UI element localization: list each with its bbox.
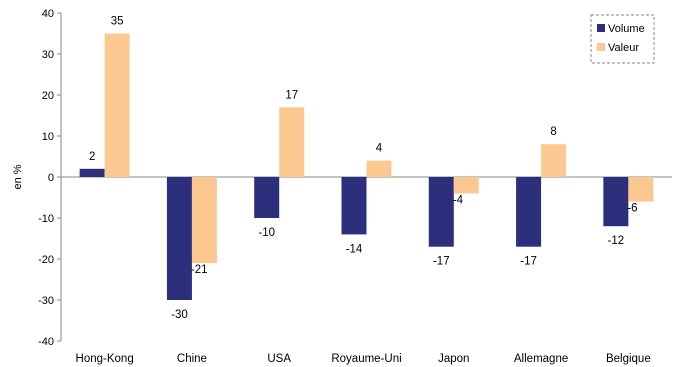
data-label: -21: [191, 264, 208, 276]
data-label: 17: [285, 89, 298, 101]
data-label: 8: [550, 126, 556, 138]
data-label: -30: [171, 309, 188, 321]
data-label: -14: [346, 243, 363, 255]
legend-swatch-valeur: [597, 43, 605, 51]
y-tick-label: 40: [42, 8, 54, 20]
legend-swatch-volume: [597, 24, 605, 32]
y-tick-label: -20: [38, 254, 54, 266]
legend-label-volume: Volume: [608, 23, 645, 35]
bar-valeur: [453, 177, 479, 194]
x-tick-label: Royaume-Uni: [331, 353, 401, 365]
y-tick-label: -40: [38, 336, 54, 348]
bar-valeur: [541, 144, 567, 177]
data-label: -17: [520, 256, 537, 268]
bar-volume: [79, 168, 105, 177]
x-tick-label: Allemagne: [514, 353, 568, 365]
x-tick-label: Chine: [177, 353, 207, 365]
y-tick-label: -10: [38, 213, 54, 225]
x-tick-label: USA: [267, 353, 291, 365]
data-label: -12: [608, 235, 625, 247]
y-tick-label: 0: [48, 172, 54, 184]
x-tick-label: Hong-Kong: [76, 353, 134, 365]
data-label: 2: [89, 151, 95, 163]
bar-volume: [254, 177, 280, 218]
bar-valeur: [279, 107, 305, 177]
y-axis-label: en %: [12, 164, 24, 189]
y-tick-label: 10: [42, 131, 54, 143]
chart-data-labels: Hong-Kong 2 35 Chine -30 -21 USA -10 17 Royaume-U…: [76, 16, 651, 366]
data-label: 4: [376, 143, 383, 155]
chart-legend: Volume Valeur: [590, 14, 655, 64]
bar-valeur: [366, 160, 392, 177]
x-tick-label: Japon: [438, 353, 469, 365]
y-tick-label: -30: [38, 295, 54, 307]
data-label: -4: [453, 194, 464, 206]
legend-frame: [590, 14, 655, 64]
bar-volume: [603, 177, 629, 227]
bar-volume: [341, 177, 367, 235]
y-tick-label: 20: [42, 90, 54, 102]
chart-bars: [79, 33, 654, 300]
bar-volume: [428, 177, 454, 247]
data-label: 35: [111, 16, 124, 28]
bar-volume: [516, 177, 542, 247]
bar-valeur: [104, 33, 130, 177]
bar-valeur: [628, 177, 654, 202]
legend-label-valeur: Valeur: [608, 42, 639, 54]
x-tick-label: Belgique: [606, 353, 651, 365]
y-tick-label: 30: [42, 49, 54, 61]
bar-volume: [166, 177, 192, 300]
data-label: -10: [258, 227, 275, 239]
data-label: -17: [433, 256, 450, 268]
bar-valeur: [191, 177, 217, 264]
data-label: -6: [627, 203, 637, 215]
